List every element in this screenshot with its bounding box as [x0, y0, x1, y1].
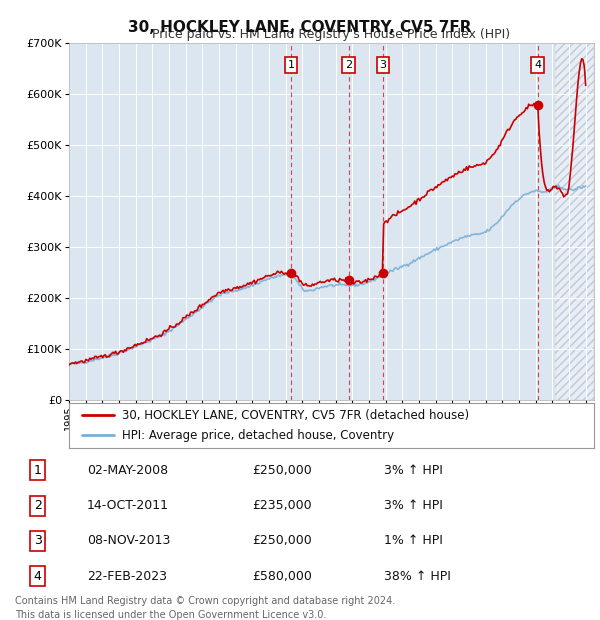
Text: 3: 3 — [380, 60, 386, 70]
Text: 08-NOV-2013: 08-NOV-2013 — [87, 534, 170, 547]
Text: Contains HM Land Registry data © Crown copyright and database right 2024.
This d: Contains HM Land Registry data © Crown c… — [15, 596, 395, 619]
Text: 4: 4 — [534, 60, 541, 70]
Text: £580,000: £580,000 — [252, 570, 312, 583]
Text: 3: 3 — [34, 534, 42, 547]
Text: £250,000: £250,000 — [252, 534, 312, 547]
Text: 4: 4 — [34, 570, 42, 583]
Text: 2: 2 — [345, 60, 352, 70]
Text: 3% ↑ HPI: 3% ↑ HPI — [384, 464, 443, 477]
Text: 38% ↑ HPI: 38% ↑ HPI — [384, 570, 451, 583]
Text: 1% ↑ HPI: 1% ↑ HPI — [384, 534, 443, 547]
Text: HPI: Average price, detached house, Coventry: HPI: Average price, detached house, Cove… — [121, 428, 394, 441]
Text: 30, HOCKLEY LANE, COVENTRY, CV5 7FR: 30, HOCKLEY LANE, COVENTRY, CV5 7FR — [128, 20, 472, 35]
Text: 2: 2 — [34, 499, 42, 512]
Text: 3% ↑ HPI: 3% ↑ HPI — [384, 499, 443, 512]
Text: 1: 1 — [34, 464, 42, 477]
Text: 1: 1 — [287, 60, 295, 70]
Text: £235,000: £235,000 — [252, 499, 311, 512]
Text: 02-MAY-2008: 02-MAY-2008 — [87, 464, 168, 477]
Text: £250,000: £250,000 — [252, 464, 312, 477]
Bar — [555, 43, 594, 400]
Title: Price paid vs. HM Land Registry's House Price Index (HPI): Price paid vs. HM Land Registry's House … — [152, 28, 511, 41]
Text: 30, HOCKLEY LANE, COVENTRY, CV5 7FR (detached house): 30, HOCKLEY LANE, COVENTRY, CV5 7FR (det… — [121, 409, 469, 422]
Text: 14-OCT-2011: 14-OCT-2011 — [87, 499, 169, 512]
Bar — [555, 43, 594, 400]
Text: 22-FEB-2023: 22-FEB-2023 — [87, 570, 167, 583]
